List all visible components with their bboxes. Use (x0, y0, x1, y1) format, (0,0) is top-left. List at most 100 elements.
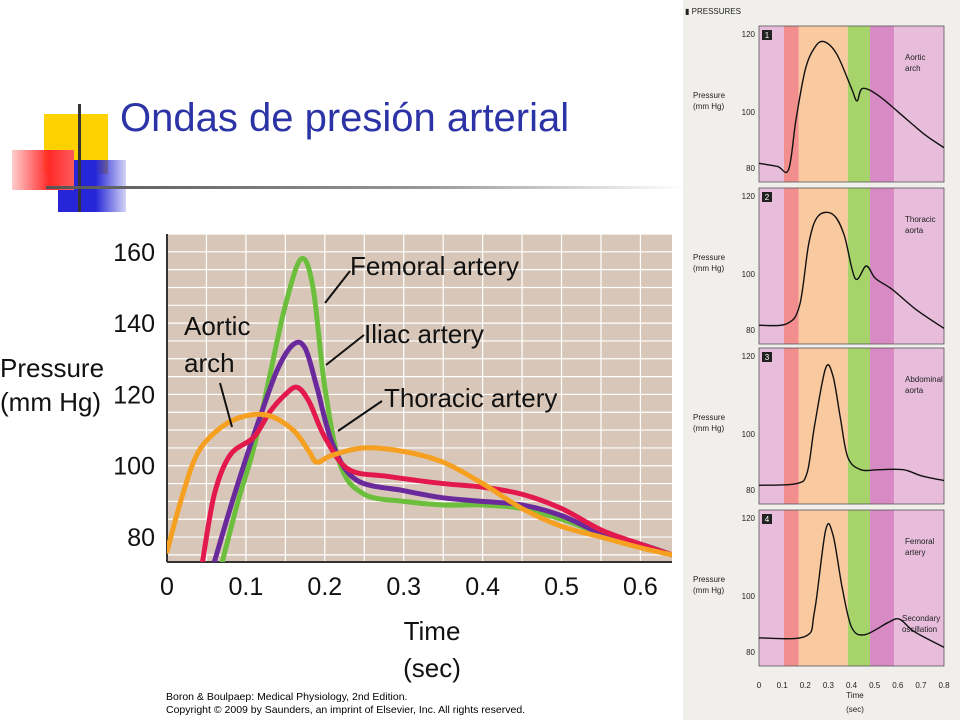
panel-y-tick: 100 (742, 270, 756, 279)
x-tick-label: 0.1 (229, 573, 264, 601)
y-tick-label: 160 (113, 239, 155, 267)
panel-y-label-line1: Pressure (693, 413, 726, 422)
panel-3: 3 80 100 120 Pressure (mm Hg) Abdominal aorta (693, 347, 945, 505)
phase-band (847, 510, 870, 666)
y-axis-label-line1: Pressure (0, 353, 104, 383)
phase-band (798, 348, 848, 504)
panel-1: 1 80 100 120 Pressure (mm Hg) Aortic arch (693, 25, 945, 183)
panel-label: arch (905, 64, 921, 73)
phase-band (870, 510, 895, 666)
title-divider (46, 186, 686, 189)
arterial-pressure-chart: Pressure (mm Hg) Time (sec) Femoral arte… (0, 233, 672, 683)
phase-band (870, 188, 895, 344)
phase-band (894, 510, 944, 666)
panel-label: Thoracic (905, 215, 936, 224)
panel-label: aorta (905, 386, 924, 395)
series-line-aortic-arch (167, 411, 672, 558)
phase-band (847, 188, 870, 344)
panel-x-tick: 0.5 (869, 681, 881, 690)
plot-area (166, 233, 672, 563)
panel-x-label-sec: (sec) (846, 705, 864, 714)
panel-x-tick: 0.3 (823, 681, 835, 690)
panel-number: 1 (765, 31, 770, 40)
panel-x-tick: 0 (757, 681, 762, 690)
phase-band (894, 348, 944, 504)
phase-band (759, 188, 784, 344)
annotation-aortic-line1: Aortic (184, 311, 250, 341)
panel-label: Aortic (905, 53, 925, 62)
panel-label: aorta (905, 226, 924, 235)
panel-y-label-line2: (mm Hg) (693, 586, 724, 595)
panel-y-label-line2: (mm Hg) (693, 424, 724, 433)
panel-y-tick: 80 (746, 164, 755, 173)
panel-x-tick: 0.1 (777, 681, 789, 690)
phase-band (759, 26, 784, 182)
panel-annotation: Secondary (902, 614, 940, 623)
phase-band (783, 26, 799, 182)
phase-band (894, 188, 944, 344)
copyright-credit: Boron & Boulpaep: Medical Physiology, 2n… (166, 691, 525, 717)
y-tick-label: 120 (113, 381, 155, 409)
x-axis-label-line1: Time (404, 616, 461, 646)
phase-band (870, 26, 895, 182)
phase-band (783, 188, 799, 344)
figure-heading-text: PRESSURES (692, 7, 741, 16)
phase-band (870, 348, 895, 504)
panel-y-tick: 80 (746, 486, 755, 495)
y-tick-label: 100 (113, 453, 155, 481)
panel-y-label-line1: Pressure (693, 575, 726, 584)
annotation-aortic-leader (219, 382, 233, 428)
annotation-aortic-line2: arch (184, 348, 235, 378)
credit-line-2: Copyright © 2009 by Saunders, an imprint… (166, 704, 526, 716)
figure-heading: ▮ PRESSURES (685, 7, 741, 16)
phase-band (847, 348, 870, 504)
annotation-femoral-leader (324, 270, 351, 304)
phase-band (759, 510, 784, 666)
plot-background (167, 234, 672, 562)
panel-2: 2 80 100 120 Pressure (mm Hg) Thoracic aorta (693, 187, 945, 345)
panel-pressure-curve (758, 211, 945, 329)
phase-band (847, 26, 870, 182)
x-axis-label-line2: (sec) (403, 653, 461, 683)
x-tick-label: 0.6 (623, 573, 658, 601)
pressures-figure: ▮ PRESSURES 1 80 100 120 Pressure (mm Hg) Aort… (683, 0, 960, 720)
x-axis-label: Time (sec) (403, 616, 461, 683)
annotation-thoracic: Thoracic artery (384, 383, 557, 413)
x-tick-label: 0.5 (544, 573, 579, 601)
deco-vertical-rule (78, 104, 81, 212)
y-tick-label: 80 (127, 524, 155, 552)
phase-band (798, 188, 848, 344)
panel-number-box (762, 30, 772, 40)
panel-x-tick: 0.6 (892, 681, 904, 690)
x-tick-label: 0.4 (465, 573, 500, 601)
y-axis-label-line2: (mm Hg) (0, 387, 101, 417)
phase-band (894, 26, 944, 182)
annotation-iliac: Iliac artery (364, 319, 484, 349)
panel-x-axis: 0 0.1 0.2 0.3 0.4 0.5 0.6 0.7 0.8 (757, 681, 950, 690)
panel-4: 4 80 100 120 Pressure (mm Hg) Femoral artery Sec… (693, 509, 945, 667)
panel-annotation: oscillation (902, 625, 937, 634)
panel-y-tick: 100 (742, 108, 756, 117)
panel-label: Femoral (905, 537, 935, 546)
panel-number: 3 (765, 353, 770, 362)
panel-number-box (762, 192, 772, 202)
panel-y-label-line1: Pressure (693, 253, 726, 262)
deco-red-block (12, 150, 74, 190)
panel-y-tick: 120 (742, 352, 756, 361)
phase-band (798, 510, 848, 666)
panel-frame (758, 25, 945, 183)
panel-frame (758, 187, 945, 345)
annotation-femoral: Femoral artery (350, 251, 519, 281)
panel-x-tick: 0.4 (846, 681, 858, 690)
phase-band (783, 348, 799, 504)
panel-pressure-curve (758, 40, 945, 174)
panel-label: artery (905, 548, 925, 557)
panel-number-box (762, 514, 772, 524)
x-tick-label: 0 (160, 573, 174, 601)
panel-label: Abdominal (905, 375, 943, 384)
panel-y-label-line2: (mm Hg) (693, 102, 724, 111)
annotations: Femoral artery Iliac artery Thoracic art… (184, 251, 557, 432)
panel-x-label-time: Time (846, 691, 864, 700)
x-tick-label: 0.3 (386, 573, 421, 601)
panel-y-tick: 120 (742, 514, 756, 523)
